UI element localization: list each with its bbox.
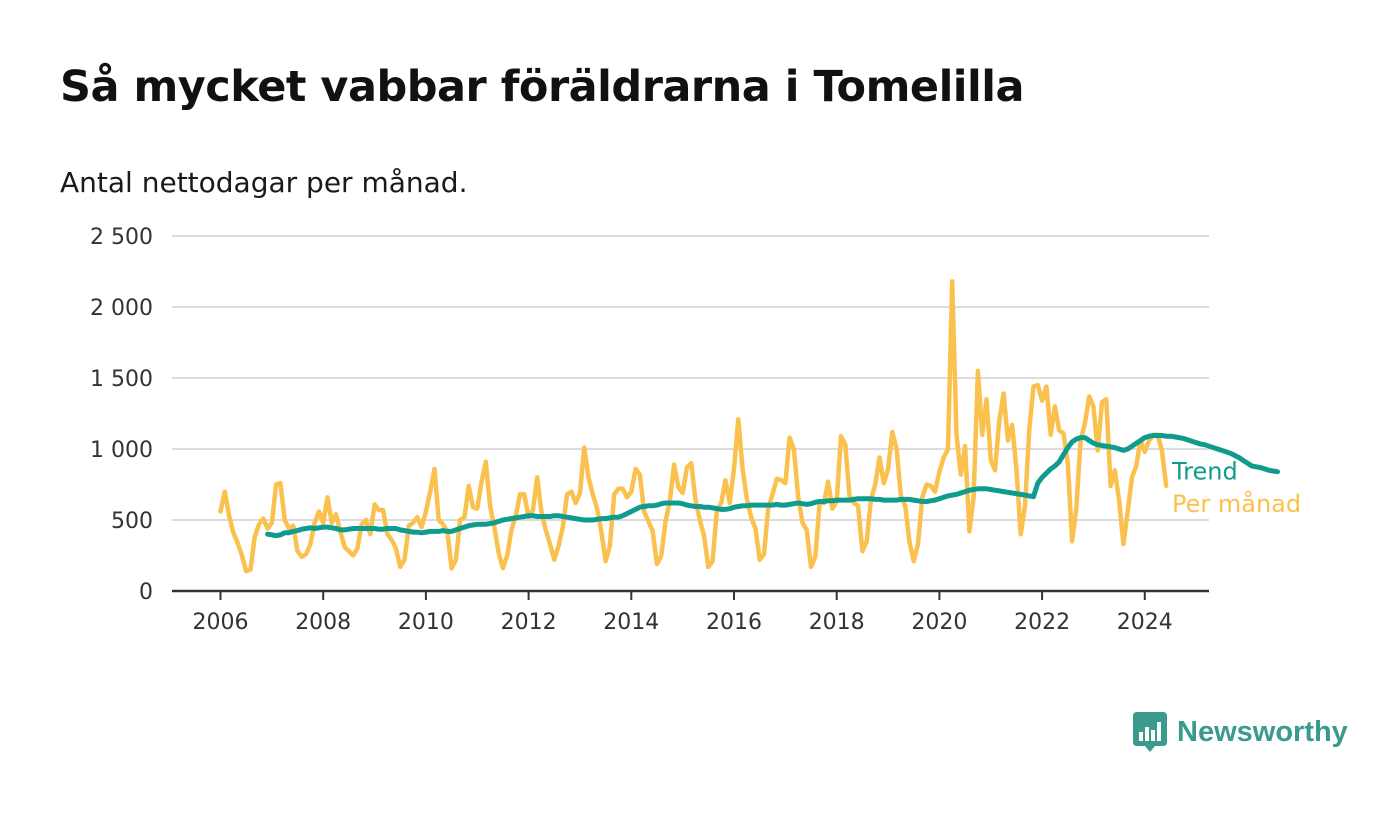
- chart-title: Så mycket vabbar föräldrarna i Tomelilla: [60, 62, 1025, 112]
- x-tick-label: 2014: [603, 610, 659, 635]
- y-axis-ticks: 0 500 1 000 1 500 2 000 2 500: [90, 225, 153, 605]
- newsworthy-logo: Newsworthy: [1133, 712, 1348, 752]
- series-lines: [218, 279, 1280, 574]
- series-label: Trend: [1171, 458, 1238, 486]
- series-label: Per månad: [1172, 489, 1301, 518]
- x-tick-label: 2020: [911, 610, 967, 635]
- x-tick-label: 2006: [193, 610, 249, 635]
- x-axis-ticks: 2006 2008 2010 2012 2014 2016 2018 2020 2022 2024: [193, 591, 1173, 635]
- y-tick-label: 500: [111, 509, 153, 534]
- x-tick-label: 2024: [1117, 610, 1173, 635]
- x-tick-label: 2016: [706, 610, 762, 635]
- x-tick-label: 2012: [501, 610, 557, 635]
- bar-chart-badge-icon: [1133, 712, 1167, 752]
- x-tick-label: 2010: [398, 610, 454, 635]
- y-tick-label: 1 500: [90, 367, 153, 392]
- chart-subtitle: Antal nettodagar per månad.: [60, 166, 468, 199]
- brand-name: Newsworthy: [1177, 715, 1348, 748]
- grid-lines: [172, 235, 1209, 593]
- series-labels: Trend Per månad: [1171, 458, 1301, 518]
- y-tick-label: 2 500: [90, 225, 153, 250]
- series-line-monthly: [218, 279, 1169, 574]
- x-tick-label: 2018: [809, 610, 865, 635]
- x-tick-label: 2008: [295, 610, 351, 635]
- y-tick-label: 1 000: [90, 438, 153, 463]
- y-tick-label: 2 000: [90, 296, 153, 321]
- y-tick-label: 0: [139, 580, 153, 605]
- x-tick-label: 2022: [1014, 610, 1070, 635]
- series-line-trend: [265, 433, 1280, 539]
